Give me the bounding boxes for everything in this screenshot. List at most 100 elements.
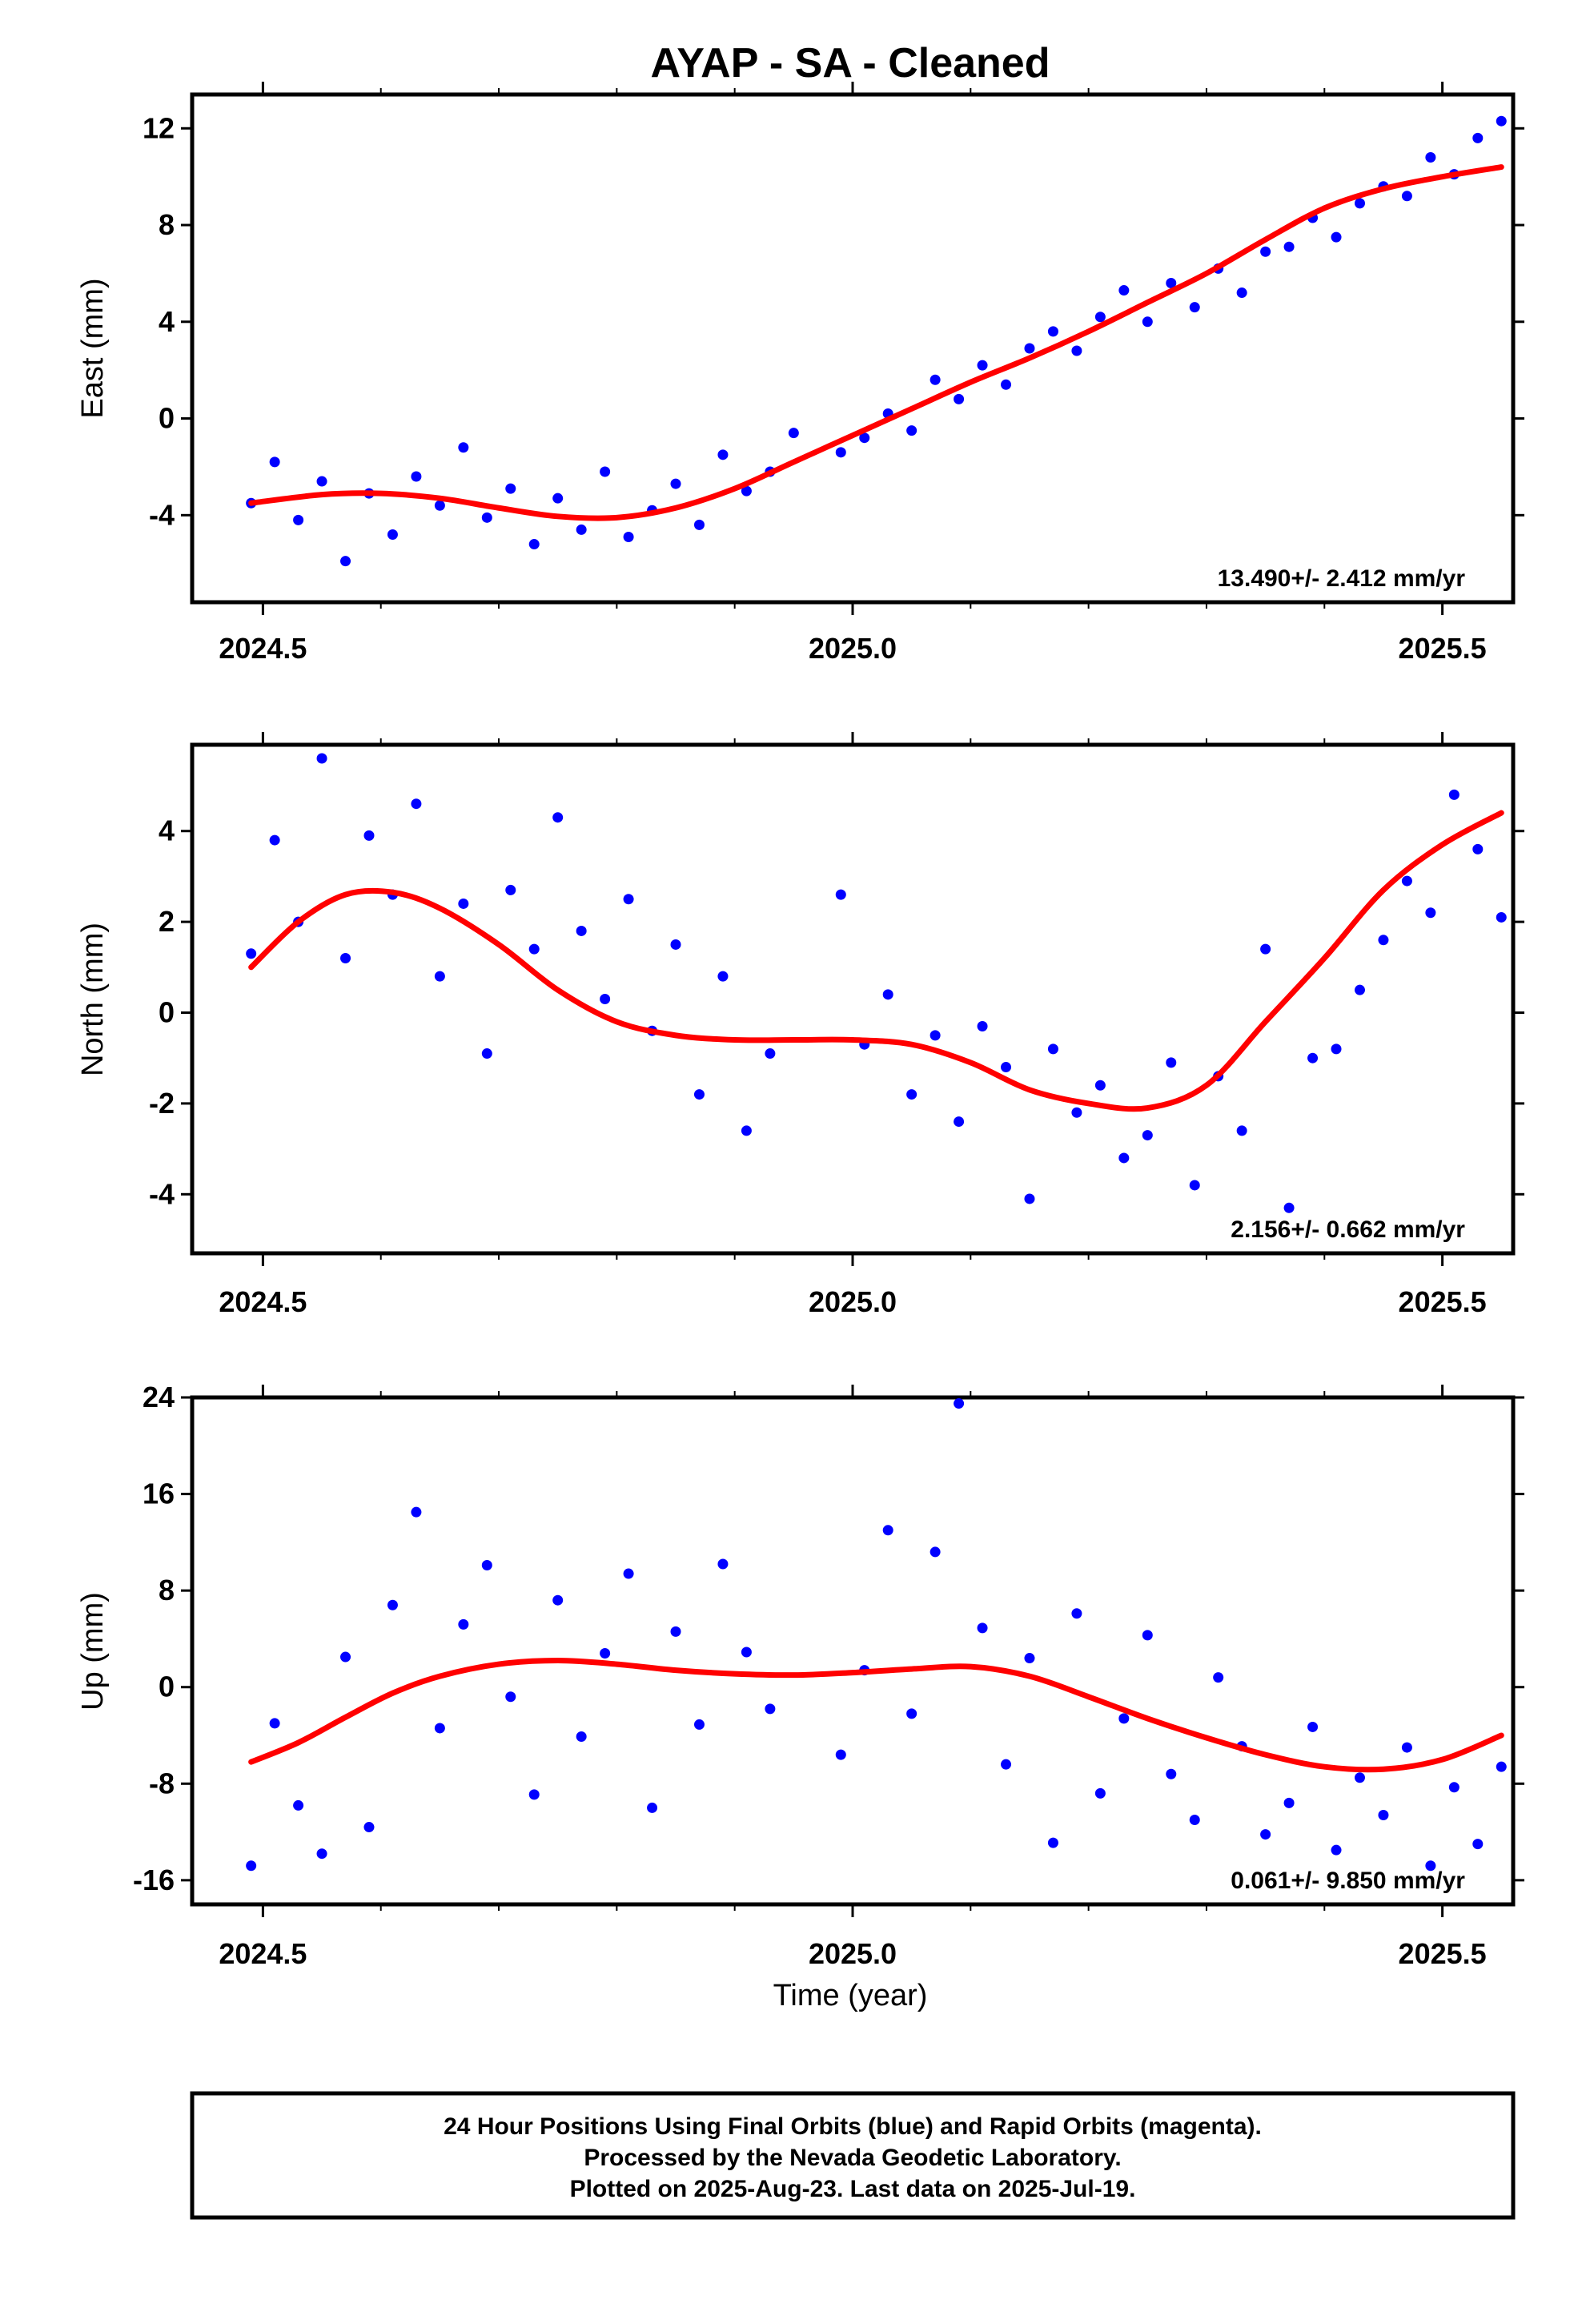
up-data-area (246, 1398, 1507, 1872)
up-data-point (1496, 1761, 1507, 1772)
up-data-point (954, 1398, 965, 1409)
east-data-point (954, 393, 965, 404)
north-data-point (528, 943, 540, 955)
up-fit-line (248, 1658, 1504, 1773)
up-data-point (1071, 1608, 1082, 1619)
up-data-point (882, 1525, 893, 1536)
east-data-point (1142, 316, 1153, 328)
north-data-point (576, 925, 587, 936)
north-y-tick-label: 4 (159, 814, 175, 847)
east-data-point (434, 500, 445, 511)
east-data-point (859, 432, 870, 444)
east-data-point (1496, 115, 1507, 127)
up-data-point (1024, 1653, 1035, 1664)
up-data-point (1448, 1782, 1460, 1793)
up-data-point (505, 1691, 516, 1703)
north-data-point (1401, 875, 1412, 887)
up-y-tick-label: 24 (143, 1381, 175, 1413)
north-data-point (741, 1125, 752, 1136)
east-data-point (576, 524, 587, 535)
north-plot-frame (190, 742, 1516, 1256)
chart-title: AYAP - SA - Cleaned (650, 40, 1050, 86)
up-x-tick-label: 2024.5 (219, 1937, 307, 1970)
north-y-tick-label: 0 (159, 996, 175, 1029)
east-rate-label: 13.490+/- 2.412 mm/yr (1218, 565, 1466, 592)
north-data-point (1448, 789, 1460, 800)
up-data-point (1354, 1772, 1365, 1783)
east-data-point (1354, 198, 1365, 209)
north-data-area (246, 753, 1507, 1213)
up-data-point (340, 1651, 351, 1663)
footer-line-1: 24 Hour Positions Using Final Orbits (bl… (444, 2113, 1262, 2140)
east-data-point (835, 447, 846, 458)
north-data-point (1354, 984, 1365, 995)
east-fit-line (248, 164, 1504, 521)
north-y-axis-label: North (mm) (76, 923, 110, 1076)
up-rate-label: 0.061+/- 9.850 mm/yr (1231, 1868, 1465, 1894)
up-data-point (316, 1848, 327, 1860)
up-data-point (1401, 1742, 1412, 1753)
east-data-point (1001, 379, 1012, 390)
north-data-point (411, 798, 422, 810)
up-data-point (1118, 1713, 1130, 1724)
up-data-point (977, 1622, 988, 1634)
up-data-point (1142, 1630, 1153, 1641)
east-data-area (246, 115, 1507, 567)
north-data-point (316, 753, 327, 764)
east-data-point (717, 449, 729, 460)
east-y-tick-label: 4 (159, 305, 175, 338)
north-y-tick-label: -4 (149, 1177, 175, 1210)
north-data-point (1260, 943, 1271, 955)
east-data-point (340, 556, 351, 567)
up-data-point (1283, 1797, 1295, 1808)
east-data-point (623, 531, 634, 542)
east-data-point (481, 512, 492, 523)
east-data-point (1189, 302, 1200, 313)
up-data-point (411, 1506, 422, 1518)
east-data-point (528, 539, 540, 550)
north-x-tick-label: 2025.5 (1399, 1285, 1487, 1318)
up-data-point (1047, 1837, 1058, 1848)
up-data-point (1425, 1860, 1436, 1872)
up-y-tick-label: 0 (159, 1671, 175, 1703)
east-data-point (1118, 285, 1130, 296)
north-data-point (434, 971, 445, 982)
up-data-point (458, 1618, 469, 1630)
east-data-point (458, 442, 469, 453)
up-data-point (1331, 1844, 1342, 1856)
east-data-point (1331, 231, 1342, 243)
east-y-tick-label: 0 (159, 402, 175, 435)
up-data-point (1001, 1759, 1012, 1770)
footer-line-2: Processed by the Nevada Geodetic Laborat… (584, 2145, 1121, 2171)
up-y-tick-label: 8 (159, 1574, 175, 1606)
up-panel: -16 -8 0 8 16 24 2024.5 2025.0 2025.5 Up (mm) 0.06… (76, 1381, 1524, 1970)
up-data-point (647, 1802, 658, 1813)
up-data-point (1378, 1809, 1389, 1820)
up-data-point (246, 1860, 257, 1872)
north-data-point (765, 1048, 776, 1059)
north-data-point (954, 1116, 965, 1128)
up-data-point (906, 1708, 917, 1719)
north-data-point (977, 1021, 988, 1032)
up-data-point (930, 1546, 941, 1558)
north-data-point (1142, 1130, 1153, 1141)
east-data-point (269, 456, 280, 468)
up-y-axis-label: Up (mm) (76, 1592, 110, 1711)
up-data-point (1472, 1839, 1484, 1850)
east-data-point (316, 476, 327, 487)
up-data-point (434, 1723, 445, 1734)
east-y-tick-label: 12 (143, 111, 175, 144)
east-data-point (788, 428, 799, 439)
north-data-point (1118, 1152, 1130, 1164)
up-data-point (1166, 1768, 1177, 1779)
up-data-point (1094, 1787, 1106, 1799)
east-data-point (1260, 246, 1271, 257)
north-x-tick-label: 2024.5 (219, 1285, 307, 1318)
east-data-point (693, 519, 705, 530)
north-data-point (1378, 935, 1389, 946)
north-data-point (930, 1030, 941, 1041)
up-data-point (269, 1718, 280, 1729)
up-data-point (528, 1789, 540, 1800)
north-data-point (1307, 1052, 1319, 1063)
